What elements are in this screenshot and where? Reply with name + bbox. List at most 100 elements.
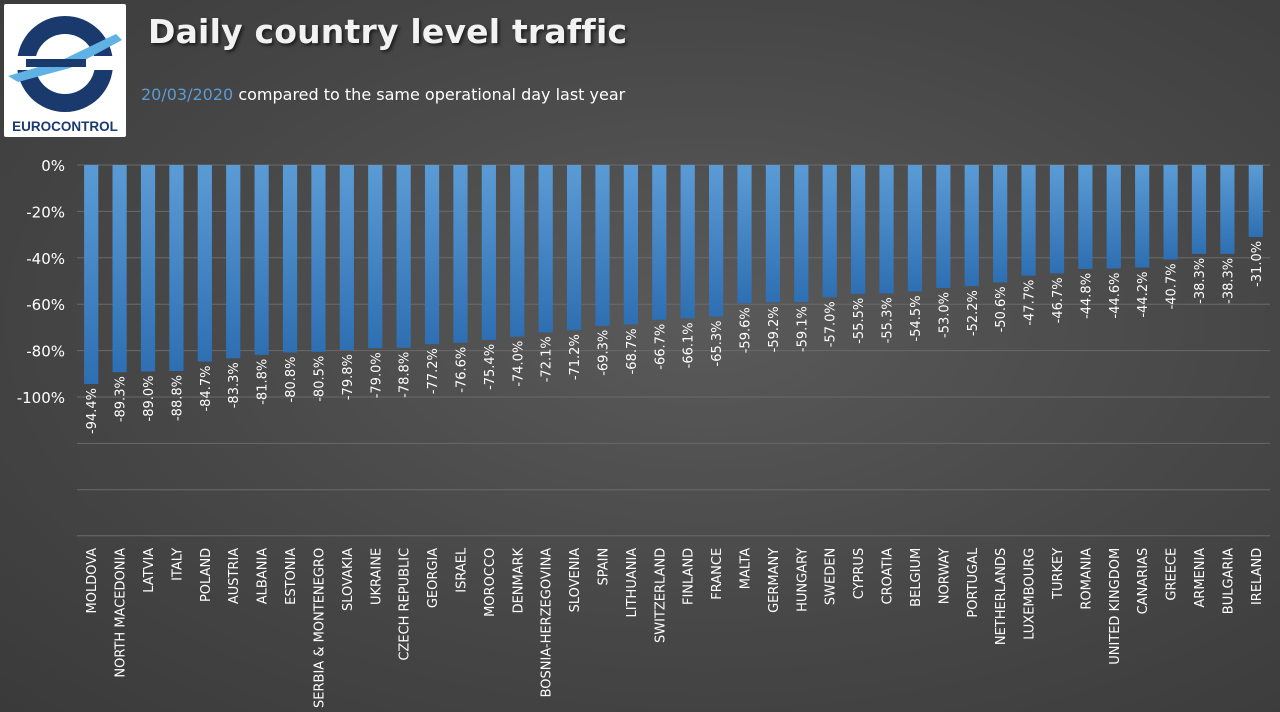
bar xyxy=(936,165,951,288)
bar xyxy=(595,165,610,326)
x-tick-label: NORWAY xyxy=(937,548,952,604)
data-label: -54.5% xyxy=(909,295,924,341)
x-tick-label: BOSNIA-HERZEGOVINA xyxy=(540,548,555,698)
page-subtitle: 20/03/2020 compared to the same operatio… xyxy=(141,85,625,104)
x-tick-label: LUXEMBOURG xyxy=(1023,548,1038,640)
bar xyxy=(1220,165,1235,254)
x-tick-label: FRANCE xyxy=(710,548,725,600)
x-tick-label: SWEDEN xyxy=(824,548,839,605)
data-label: -52.2% xyxy=(966,290,981,336)
data-label: -55.5% xyxy=(852,298,867,344)
data-label: -50.6% xyxy=(994,286,1009,332)
data-label: -89.0% xyxy=(142,375,157,421)
x-tick-label: ITALY xyxy=(170,548,185,581)
x-tick-label: ARMENIA xyxy=(1193,548,1208,608)
x-tick-label: CYPRUS xyxy=(852,548,867,599)
data-label: -81.8% xyxy=(256,359,271,405)
x-tick-label: ROMANIA xyxy=(1079,548,1094,610)
y-tick-label: -100% xyxy=(17,389,65,407)
x-tick-label: GERMANY xyxy=(767,548,782,613)
x-tick-label: UNITED KINGDOM xyxy=(1108,548,1123,665)
y-tick-label: -20% xyxy=(26,203,65,221)
data-label: -66.1% xyxy=(682,322,697,368)
bar xyxy=(1078,165,1093,269)
data-label: -78.8% xyxy=(398,352,413,398)
x-tick-label: LATVIA xyxy=(142,548,157,593)
bar xyxy=(112,165,127,373)
bar xyxy=(169,165,184,372)
bar xyxy=(424,165,440,345)
x-tick-label: POLAND xyxy=(199,548,214,602)
x-tick-label: SERBIA & MONTENEGRO xyxy=(312,548,327,708)
bar xyxy=(1248,165,1263,237)
data-label: -38.3% xyxy=(1193,258,1208,304)
bar xyxy=(368,165,383,349)
bar xyxy=(396,165,411,348)
x-tick-label: NORTH MACEDONIA xyxy=(114,548,129,678)
data-label: -40.7% xyxy=(1165,263,1180,309)
x-tick-label: GEORGIA xyxy=(426,548,441,608)
bar xyxy=(282,165,298,353)
bar xyxy=(510,165,525,337)
data-label: -72.1% xyxy=(540,336,555,382)
data-label: -83.3% xyxy=(227,362,242,408)
x-tick-label: BELGIUM xyxy=(909,548,924,607)
bar xyxy=(822,165,837,298)
x-tick-label: ESTONIA xyxy=(284,548,299,605)
data-label: -71.2% xyxy=(568,334,583,380)
bar xyxy=(566,165,582,331)
y-tick-label: -60% xyxy=(26,296,65,314)
x-tick-label: MALTA xyxy=(739,548,754,589)
bars xyxy=(84,165,1263,385)
bar xyxy=(339,165,354,351)
x-tick-label: ISRAEL xyxy=(454,547,469,593)
bar xyxy=(794,165,809,303)
logo-text: EUROCONTROL xyxy=(12,119,118,134)
data-label: -55.3% xyxy=(881,297,896,343)
x-tick-label: HUNGARY xyxy=(795,548,810,612)
page-title: Daily country level traffic xyxy=(148,12,628,51)
y-axis: 0% -20% -40% -60% -80% -100% xyxy=(17,157,65,407)
bar xyxy=(737,165,752,304)
x-tick-label: CANARIAS xyxy=(1136,548,1151,615)
x-tick-label: TURKEY xyxy=(1051,548,1066,600)
data-label: -47.7% xyxy=(1023,280,1038,326)
bar xyxy=(1021,165,1036,276)
data-label: -44.8% xyxy=(1079,273,1094,319)
bar xyxy=(197,165,212,362)
eurocontrol-emblem-icon xyxy=(8,16,122,112)
data-label: -68.7% xyxy=(625,328,640,374)
bar xyxy=(623,165,638,325)
x-tick-label: SLOVENIA xyxy=(568,548,583,613)
x-tick-label: DENMARK xyxy=(511,547,526,613)
x-tick-label: GREECE xyxy=(1165,548,1180,601)
bar xyxy=(1163,165,1178,260)
data-label: -89.3% xyxy=(114,376,129,422)
bar xyxy=(254,165,269,355)
data-label: -75.4% xyxy=(483,344,498,390)
data-label: -74.0% xyxy=(511,341,526,387)
bar xyxy=(140,165,156,372)
data-label: -53.0% xyxy=(937,292,952,338)
bar xyxy=(709,165,724,317)
data-label: -66.7% xyxy=(653,324,668,370)
bar xyxy=(84,165,99,385)
x-tick-label: AUSTRIA xyxy=(227,548,242,604)
x-tick-label: SPAIN xyxy=(596,548,611,586)
y-tick-label: -40% xyxy=(26,250,65,268)
subtitle-date: 20/03/2020 xyxy=(141,85,234,104)
data-label: -80.8% xyxy=(284,356,299,402)
x-tick-label: CROATIA xyxy=(881,548,896,605)
data-label: -88.8% xyxy=(170,375,185,421)
x-tick-label: FINLAND xyxy=(682,548,697,605)
bar xyxy=(1135,165,1150,268)
x-axis: MOLDOVA NORTH MACEDONIA LATVIA ITALY POLAND A… xyxy=(85,547,1265,708)
bar xyxy=(453,165,468,343)
y-tick-label: 0% xyxy=(41,157,65,175)
data-label: -79.0% xyxy=(369,352,384,398)
bar xyxy=(481,165,496,340)
bar xyxy=(680,165,695,319)
data-label: -65.3% xyxy=(710,320,725,366)
bar xyxy=(538,165,553,333)
